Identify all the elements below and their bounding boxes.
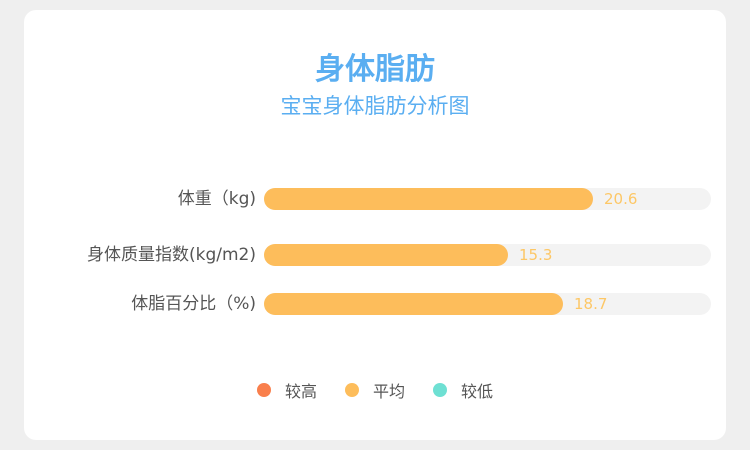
bar <box>264 293 563 315</box>
legend-dot-high <box>256 383 271 397</box>
legend-label-average: 平均 <box>372 382 405 401</box>
legend-dot-average <box>344 383 359 397</box>
legend-label-low: 较低 <box>461 382 494 401</box>
bar-row-weight: 体重（kg) 20.6 <box>24 187 726 211</box>
bar <box>264 244 508 266</box>
legend: 较高 平均 较低 <box>24 378 726 402</box>
bar-value-label: 15.3 <box>519 246 553 264</box>
legend-item-high: 较高 <box>256 378 317 402</box>
chart-title: 身体脂肪 <box>315 52 435 87</box>
legend-item-low: 较低 <box>433 378 493 402</box>
chart-card: 身体脂肪 宝宝身体脂肪分析图 体重（kg) 20.6 身体质量指数(kg/m2)… <box>24 10 726 440</box>
legend-label-high: 较高 <box>284 382 317 401</box>
bar-label: 体重（kg) <box>177 189 256 209</box>
bar-value-label: 18.7 <box>574 295 608 313</box>
bar <box>264 188 593 210</box>
bar-label: 身体质量指数(kg/m2) <box>86 245 256 265</box>
chart-subtitle: 宝宝身体脂肪分析图 <box>280 94 470 118</box>
legend-dot-low <box>433 383 447 397</box>
bar-row-bmi: 身体质量指数(kg/m2) 15.3 <box>24 243 726 267</box>
bar-label: 体脂百分比（%) <box>131 294 256 314</box>
bar-value-label: 20.6 <box>604 190 638 208</box>
bar-row-bodyfat: 体脂百分比（%) 18.7 <box>24 292 726 316</box>
legend-item-average: 平均 <box>344 378 405 402</box>
